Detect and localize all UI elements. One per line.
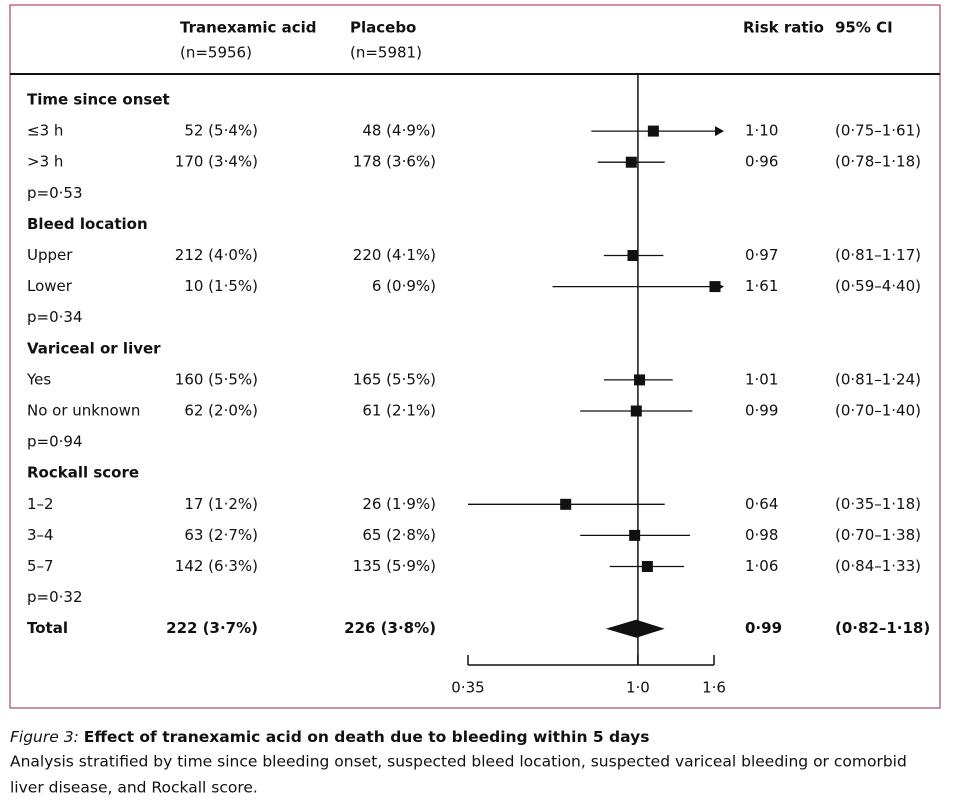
point-estimate [709,281,721,293]
point-estimate [625,156,637,168]
group-name: Time since onset [27,91,170,109]
risk-ratio: 1·10 [745,122,778,140]
row-label: Yes [26,370,51,388]
header: Risk ratio [743,19,824,37]
point-estimate [630,405,642,417]
header: (n=5956) [180,44,252,62]
point-estimate [647,125,659,137]
treatment-cell: 170 (3·4%) [175,153,258,171]
risk-ratio: 1·61 [745,277,778,295]
ci-label: (0·35–1·18) [835,495,921,513]
placebo-cell: 220 (4·1%) [353,246,436,264]
placebo-cell: 26 (1·9%) [362,495,436,513]
point-estimate [641,561,653,572]
ci-label: (0·70–1·40) [835,402,921,420]
group-name: Rockall score [27,464,139,482]
ci-label: (0·70–1·38) [835,526,921,544]
row-label: Upper [27,246,73,264]
placebo-cell: 135 (5·9%) [353,557,436,575]
ci-label: (0·81–1·24) [835,370,921,388]
row-label: 3–4 [27,526,54,544]
ci-label: (0·78–1·18) [835,153,921,171]
header: Placebo [350,19,416,37]
ci-label: (0·82–1·18) [835,619,930,637]
ci-label: (0·59–4·40) [835,277,921,295]
risk-ratio: 0·96 [745,153,778,171]
x-tick-label: 1·6 [702,679,726,697]
treatment-cell: 142 (6·3%) [175,557,258,575]
group-p-value: p=0·53 [27,184,83,202]
point-estimate [627,250,639,261]
treatment-cell: 63 (2·7%) [184,526,258,544]
header: 95% CI [835,19,893,37]
point-estimate [629,529,641,541]
row-label: >3 h [27,153,63,171]
treatment-cell: 160 (5·5%) [175,370,258,388]
header: (n=5981) [350,44,422,62]
caption-text: Analysis stratified by time since bleedi… [10,753,907,771]
group-name: Variceal or liver [27,339,161,357]
treatment-cell: 10 (1·5%) [184,277,258,295]
group-p-value: p=0·94 [27,433,83,451]
row-label: 5–7 [27,557,54,575]
risk-ratio: 1·06 [745,557,778,575]
summary-diamond [605,619,665,638]
risk-ratio: 0·99 [745,402,778,420]
row-label: Lower [27,277,73,295]
placebo-cell: 48 (4·9%) [362,122,436,140]
row-label: 1–2 [27,495,54,513]
row-label: Total [27,619,68,637]
x-tick-label: 0·35 [451,679,484,697]
placebo-cell: 226 (3·8%) [344,619,436,637]
ci-label: (0·75–1·61) [835,122,921,140]
risk-ratio: 0·99 [745,619,782,637]
treatment-cell: 212 (4·0%) [175,246,258,264]
treatment-cell: 17 (1·2%) [184,495,258,513]
caption-title: Figure 3: Effect of tranexamic acid on d… [10,728,649,746]
group-name: Bleed location [27,215,148,233]
placebo-cell: 65 (2·8%) [362,526,436,544]
risk-ratio: 1·01 [745,370,778,388]
caption-label: Figure 3: [10,728,79,746]
caption-heading: Effect of tranexamic acid on death due t… [84,728,650,746]
point-estimate [560,498,572,510]
placebo-cell: 165 (5·5%) [353,370,436,388]
frame [9,4,941,709]
caption-text: liver disease, and Rockall score. [10,779,258,797]
group-p-value: p=0·34 [27,308,83,326]
ci-arrow [715,126,724,137]
risk-ratio: 0·97 [745,246,778,264]
risk-ratio: 0·64 [745,495,778,513]
treatment-cell: 222 (3·7%) [166,619,258,637]
treatment-cell: 62 (2·0%) [184,402,258,420]
ci-label: (0·81–1·17) [835,246,921,264]
treatment-cell: 52 (5·4%) [184,122,258,140]
risk-ratio: 0·98 [745,526,778,544]
row-label: No or unknown [27,402,140,420]
ci-label: (0·84–1·33) [835,557,921,575]
row-label: ≤3 h [27,122,63,140]
header: Tranexamic acid [180,19,317,37]
placebo-cell: 6 (0·9%) [372,277,436,295]
placebo-cell: 178 (3·6%) [353,153,436,171]
x-tick-label: 1·0 [626,679,650,697]
placebo-cell: 61 (2·1%) [362,402,436,420]
point-estimate [634,374,646,386]
group-p-value: p=0·32 [27,588,83,606]
